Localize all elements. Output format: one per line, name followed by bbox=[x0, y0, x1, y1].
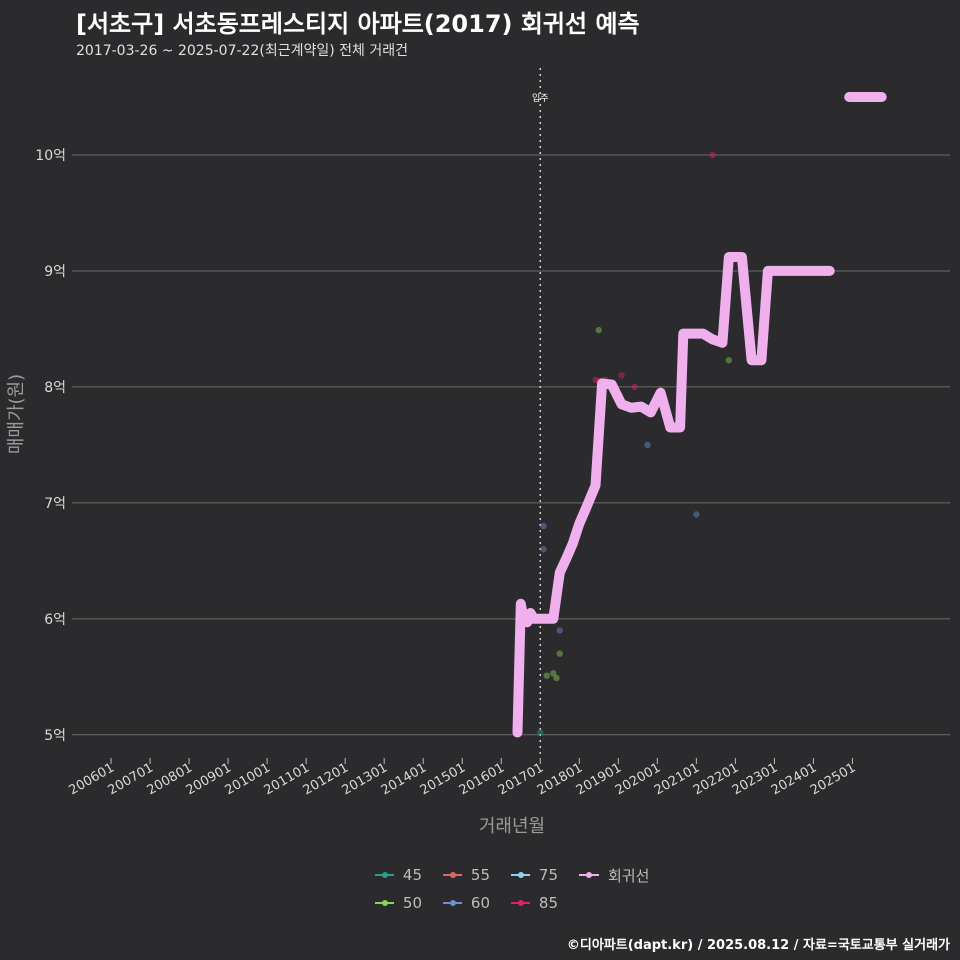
legend-label: 85 bbox=[538, 894, 558, 912]
legend-label: 75 bbox=[538, 866, 558, 884]
legend-key-icon bbox=[578, 864, 600, 886]
legend-item: 50 bbox=[374, 892, 422, 914]
legend-label: 회귀선 bbox=[608, 866, 650, 885]
legend-item: 60 bbox=[442, 892, 490, 914]
legend-item: 85 bbox=[510, 892, 558, 914]
legend-key-icon bbox=[442, 864, 463, 886]
y-axis-title: 매매가(원) bbox=[6, 374, 27, 454]
axis-layer: 5억6억7억8억9억10억200601200701200801200901201… bbox=[35, 148, 858, 798]
data-point-85 bbox=[592, 376, 599, 384]
data-point-50 bbox=[725, 357, 733, 364]
source-caption: ©디아파트(dapt.kr) / 2025.08.12 / 자료=국토교통부 실… bbox=[566, 938, 950, 953]
legend-label: 60 bbox=[470, 894, 490, 912]
legend-label: 55 bbox=[470, 866, 490, 884]
chart-subtitle: 2017-03-26 ~ 2025-07-22(최근계약일) 전체 거래건 bbox=[76, 43, 408, 59]
legend-item: 45 bbox=[374, 864, 422, 886]
data-point-60 bbox=[693, 511, 700, 518]
y-tick-label: 8억 bbox=[44, 380, 66, 396]
legend-key-icon bbox=[374, 892, 395, 914]
legend-key-icon bbox=[442, 892, 463, 914]
x-tick-label: 202501 bbox=[808, 760, 858, 798]
legend: 45 55 75 회귀선 50 60 85 bbox=[374, 864, 658, 914]
data-point-60 bbox=[644, 441, 651, 449]
legend-label: 50 bbox=[402, 894, 422, 912]
move-in-marker-layer: 입주 bbox=[532, 68, 549, 758]
legend-key-icon bbox=[510, 864, 531, 886]
data-point-85 bbox=[618, 372, 625, 379]
chart-title: [서초구] 서초동프레스티지 아파트(2017) 회귀선 예측 bbox=[76, 10, 640, 38]
regression-line bbox=[512, 252, 835, 738]
legend-key-icon bbox=[374, 864, 395, 886]
legend-item: 회귀선 bbox=[578, 864, 658, 886]
scatter-point-layer bbox=[537, 151, 733, 736]
legend-label: 45 bbox=[402, 866, 422, 884]
data-point-45 bbox=[537, 729, 544, 736]
y-tick-label: 7억 bbox=[44, 496, 66, 512]
data-point-50 bbox=[556, 650, 563, 657]
data-point-60 bbox=[556, 627, 563, 634]
move-in-label: 입주 bbox=[532, 92, 549, 104]
y-tick-label: 6억 bbox=[44, 612, 66, 628]
data-point-60 bbox=[540, 546, 547, 553]
legend-item: 75 bbox=[510, 864, 558, 886]
legend-key-icon bbox=[510, 892, 531, 914]
legend-item: 55 bbox=[442, 864, 490, 886]
x-axis-title: 거래년월 bbox=[479, 816, 545, 837]
y-tick-label: 5억 bbox=[44, 728, 66, 744]
y-tick-label: 10억 bbox=[35, 148, 66, 164]
grid-layer bbox=[72, 154, 950, 736]
data-point-50 bbox=[550, 670, 557, 677]
data-point-85 bbox=[631, 383, 638, 391]
data-point-50 bbox=[543, 672, 550, 679]
data-point-85 bbox=[709, 151, 716, 159]
y-tick-label: 9억 bbox=[44, 264, 66, 280]
data-point-50 bbox=[595, 326, 602, 334]
regression-line-layer bbox=[512, 92, 887, 738]
data-point-50 bbox=[553, 674, 560, 682]
data-point-60 bbox=[540, 522, 547, 530]
